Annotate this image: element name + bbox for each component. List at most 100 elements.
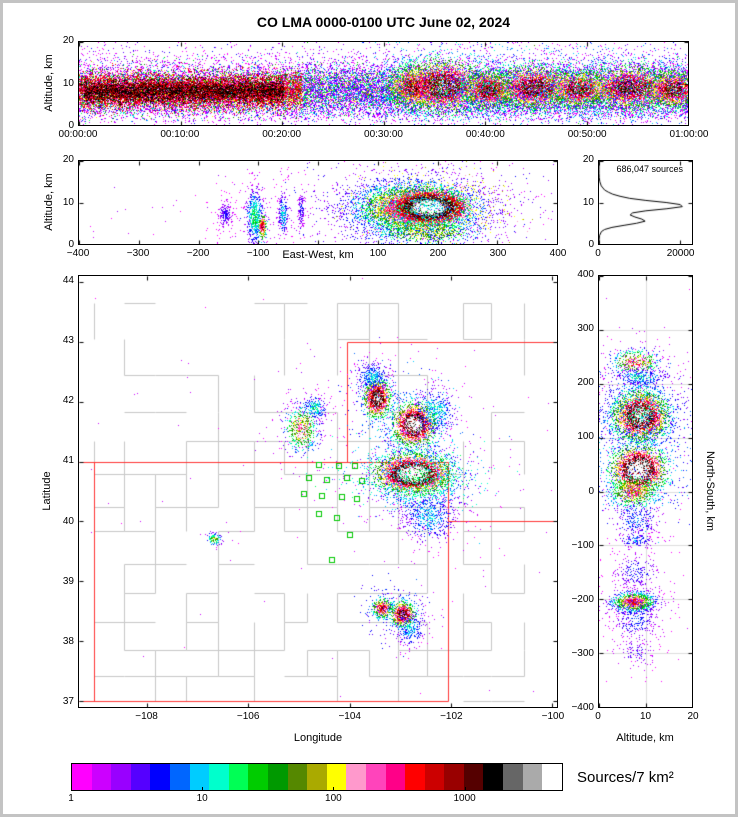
north_south-y-tick-label: −300: [571, 647, 594, 659]
north_south-x-tick-label: 0: [595, 711, 601, 722]
colorbar-segment: [169, 764, 190, 790]
north-south-panel: [598, 275, 693, 708]
colorbar-segment: [287, 764, 308, 790]
colorbar-tick: [333, 787, 334, 791]
time_height-x-tick-label: 00:00:00: [58, 129, 98, 140]
map-y-tick-label: 43: [62, 335, 74, 347]
north_south-y-tick-label: 200: [577, 377, 594, 389]
source-count-annotation: 686,047 sources: [616, 164, 683, 174]
time-height-panel: [78, 41, 689, 126]
histogram-x-tick-label: 0: [595, 248, 601, 259]
colorbar-segment: [228, 764, 249, 790]
colorbar-segment: [385, 764, 406, 790]
map-y-tick-label: 40: [62, 515, 74, 527]
colorbar-segment: [326, 764, 347, 790]
north-south-canvas: [599, 276, 692, 707]
colorbar-tick-label: 1: [68, 793, 74, 804]
colorbar-segment: [209, 764, 229, 790]
histogram-y-tick-label: 0: [588, 239, 594, 250]
colorbar-segment: [444, 764, 464, 790]
map-canvas: [79, 276, 557, 707]
colorbar-segment: [522, 764, 543, 790]
colorbar-segment: [111, 764, 131, 790]
time-height-canvas: [79, 42, 688, 125]
map-ylabel: Latitude: [41, 471, 53, 511]
map-y-tick-label: 38: [62, 635, 74, 647]
colorbar-tick-label: 1000: [453, 793, 476, 804]
colorbar-segment: [346, 764, 366, 790]
map-y-tick-label: 37: [62, 695, 74, 707]
colorbar-segment: [248, 764, 268, 790]
north_south-y-tick-label: 0: [588, 485, 594, 497]
altitude-histogram-panel: [598, 160, 693, 245]
colorbar-label: Sources/7 km²: [577, 769, 674, 786]
colorbar-segment: [405, 764, 425, 790]
histogram-y-tick-label: 20: [582, 154, 594, 165]
north_south-x-tick-label: 10: [639, 711, 652, 722]
north_south-y-tick-label: −200: [571, 593, 594, 605]
north_south-y-tick-label: −400: [571, 702, 594, 713]
colorbar-tick: [202, 787, 203, 791]
colorbar-segment: [503, 764, 523, 790]
east_west-y-tick-label: 0: [68, 239, 74, 250]
east-west-canvas: [79, 161, 557, 244]
east_west-x-tick-label: −200: [186, 248, 210, 259]
time_height-y-tick-label: 10: [62, 77, 74, 89]
map-y-tick-label: 44: [62, 275, 74, 286]
colorbar: [71, 763, 563, 791]
colorbar-segment: [150, 764, 170, 790]
altitude-histogram-canvas: [599, 161, 692, 244]
colorbar-segment: [72, 764, 92, 790]
time_height-y-tick-label: 20: [62, 35, 74, 46]
east-west-panel: [78, 160, 558, 245]
histogram-x-tick-label: 20000: [666, 248, 695, 259]
east_west-x-tick-label: −400: [66, 248, 90, 259]
map-panel: [78, 275, 558, 708]
map-xlabel: Longitude: [293, 732, 343, 744]
north_south-y-tick-label: 100: [577, 431, 594, 443]
east_west-x-tick-label: −300: [126, 248, 150, 259]
time_height-x-tick-label: 00:40:00: [465, 129, 505, 140]
map-y-tick-label: 39: [62, 575, 74, 587]
east_west-x-tick-label: 300: [489, 248, 507, 259]
map-x-tick-label: −100: [541, 711, 565, 722]
north_south-y-tick-label: 300: [577, 323, 594, 335]
north_south-y-tick-label: 400: [577, 269, 594, 280]
colorbar-segment: [307, 764, 327, 790]
colorbar-tick-label: 10: [196, 793, 208, 804]
histogram-y-tick-label: 10: [582, 196, 594, 208]
map-x-tick-label: −106: [236, 711, 260, 722]
colorbar-segment: [130, 764, 151, 790]
colorbar-tick-label: 100: [325, 793, 342, 804]
time_height-x-tick-label: 01:00:00: [669, 129, 709, 140]
map-y-tick-label: 42: [62, 395, 74, 407]
east_west-x-tick-label: 100: [369, 248, 387, 259]
east_west-y-tick-label: 20: [62, 154, 74, 165]
east_west-y-tick-label: 10: [62, 196, 74, 208]
east-west-xlabel: East-West, km: [282, 249, 354, 261]
colorbar-segment: [483, 764, 504, 790]
colorbar-tick: [465, 787, 466, 791]
time_height-x-tick-label: 00:10:00: [160, 129, 200, 140]
north_south-y-tick-label: −100: [571, 539, 594, 551]
east_west-x-tick-label: −100: [246, 248, 270, 259]
colorbar-segment: [365, 764, 386, 790]
north_south-x-tick-label: 20: [687, 711, 699, 722]
colorbar-tick: [71, 787, 72, 791]
colorbar-segment: [91, 764, 112, 790]
map-x-tick-label: −104: [338, 711, 361, 722]
figure-title: CO LMA 0000-0100 UTC June 02, 2024: [256, 14, 511, 30]
map-x-tick-label: −102: [440, 711, 463, 722]
map-x-tick-label: −108: [135, 711, 158, 722]
map-y-tick-label: 41: [62, 455, 74, 467]
east_west-x-tick-label: 200: [429, 248, 447, 259]
time_height-x-tick-label: 00:20:00: [262, 129, 302, 140]
time_height-x-tick-label: 00:50:00: [567, 129, 607, 140]
time_height-x-tick-label: 00:30:00: [364, 129, 403, 140]
colorbar-segment: [463, 764, 484, 790]
north-south-ylabel: North-South, km: [704, 450, 716, 532]
colorbar-segment: [424, 764, 445, 790]
colorbar-segment: [189, 764, 210, 790]
time_height-y-tick-label: 0: [68, 120, 74, 131]
